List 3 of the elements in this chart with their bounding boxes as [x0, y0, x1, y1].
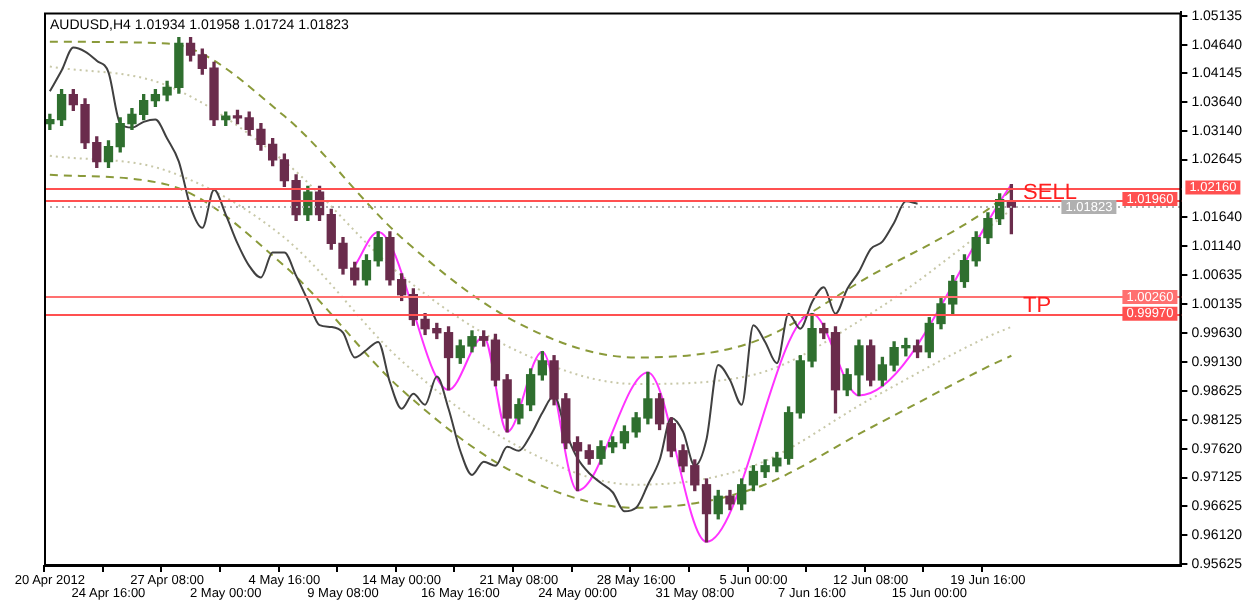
- line-series: [48, 46, 919, 513]
- line-series: [353, 183, 1013, 543]
- annotation: TP: [1023, 293, 1052, 318]
